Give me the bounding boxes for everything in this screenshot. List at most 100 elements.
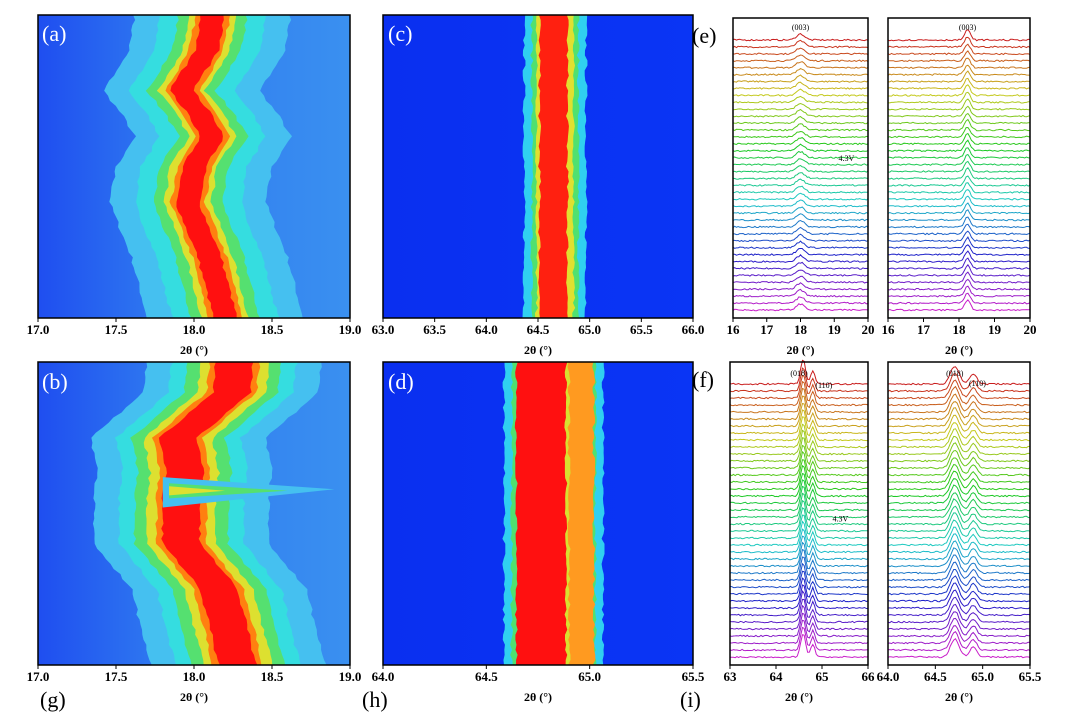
x-tick-label: 17 (917, 322, 931, 337)
panel-label: (b) (42, 369, 68, 394)
trace (732, 282, 869, 291)
trace (729, 437, 869, 463)
trace (729, 402, 869, 428)
trace (732, 123, 869, 132)
trace (887, 484, 1031, 505)
x-tick-label: 18 (794, 322, 808, 337)
trace (888, 236, 1030, 249)
trace (887, 36, 1031, 49)
intensity-band (514, 362, 568, 665)
trace (729, 528, 869, 554)
trace (887, 533, 1031, 554)
trace (732, 88, 869, 97)
trace (733, 233, 869, 243)
trace (729, 444, 869, 470)
trace (887, 271, 1031, 284)
panel: 17.0 17.5 18.0 18.5 19.0 2θ (°) (a) (27, 14, 362, 357)
trace (887, 596, 1031, 617)
x-tick-label: 65 (816, 669, 830, 684)
x-tick-label: 17.5 (105, 322, 128, 337)
x-axis-label: 2θ (°) (180, 343, 208, 357)
x-tick-label: 19 (988, 322, 1002, 337)
trace (732, 178, 869, 187)
trace (733, 226, 869, 236)
x-axis-label: 2θ (°) (785, 690, 813, 704)
trace (732, 33, 869, 42)
trace (729, 409, 869, 435)
trace (887, 160, 1031, 173)
intensity-band (169, 483, 288, 499)
trace (729, 612, 869, 638)
trace (729, 485, 869, 512)
x-tick-label: 64.0 (372, 669, 395, 684)
trace (887, 153, 1031, 166)
trace (887, 43, 1031, 56)
trace (887, 617, 1031, 638)
trace (729, 367, 869, 393)
panel-frame (887, 17, 1031, 319)
panel-label: (h) (362, 687, 388, 712)
trace (887, 112, 1031, 125)
trace (887, 126, 1031, 139)
x-tick-label: 65.5 (630, 322, 653, 337)
trace (732, 269, 869, 277)
x-tick-label: 18.5 (261, 322, 284, 337)
x-tick-label: 64.0 (475, 322, 498, 337)
trace (887, 175, 1031, 187)
trace (887, 285, 1031, 298)
panel: 17.0 17.5 18.0 18.5 19.0 2θ (°) (b) (27, 361, 361, 704)
intensity-band (158, 362, 258, 665)
x-axis-label: 2θ (°) (524, 343, 552, 357)
trace (887, 393, 1031, 414)
trace (732, 261, 869, 270)
panel-frame (729, 361, 869, 666)
panel: (018) (110) 64.0 64.5 65.0 65.5 2θ (°) (877, 361, 1042, 704)
trace (887, 519, 1031, 540)
trace (887, 366, 1031, 386)
trace (887, 414, 1031, 435)
panel-label: (a) (42, 21, 66, 46)
trace (887, 223, 1031, 236)
x-tick-label: 65.5 (1019, 669, 1042, 684)
trace (729, 604, 869, 631)
trace (733, 102, 869, 111)
trace (732, 172, 869, 180)
trace (732, 61, 869, 69)
trace (887, 631, 1031, 652)
trace (732, 296, 869, 305)
trace (732, 137, 869, 146)
trace (729, 459, 869, 484)
trace (887, 428, 1031, 449)
trace (887, 625, 1031, 645)
annotation: (003) (792, 23, 810, 32)
x-tick-label: 63.0 (372, 322, 395, 337)
x-tick-label: 20 (862, 322, 875, 337)
x-tick-label: 19.0 (339, 322, 362, 337)
trace (732, 185, 869, 194)
trace (729, 589, 869, 617)
trace (887, 498, 1031, 519)
trace (887, 589, 1031, 610)
x-tick-label: 64.5 (924, 669, 947, 684)
panel-frame (382, 361, 694, 666)
x-tick-label: 63.5 (423, 322, 446, 337)
trace (887, 195, 1031, 208)
panel: (018) (110) 4.3V 63 64 65 66 2θ (°) (f) (692, 359, 875, 704)
intensity-band (169, 486, 226, 496)
trace (729, 416, 869, 442)
trace (887, 373, 1031, 393)
trace (729, 387, 869, 414)
trace (732, 54, 869, 63)
annotation: (110) (815, 381, 832, 390)
trace (887, 407, 1031, 428)
trace (732, 158, 869, 166)
trace (887, 167, 1031, 180)
trace (887, 139, 1031, 153)
x-tick-label: 64.0 (877, 669, 900, 684)
trace (887, 379, 1031, 400)
trace (729, 556, 869, 582)
trace (887, 244, 1031, 256)
trace (729, 472, 869, 498)
x-tick-label: 18.0 (183, 322, 206, 337)
trace (887, 257, 1031, 270)
